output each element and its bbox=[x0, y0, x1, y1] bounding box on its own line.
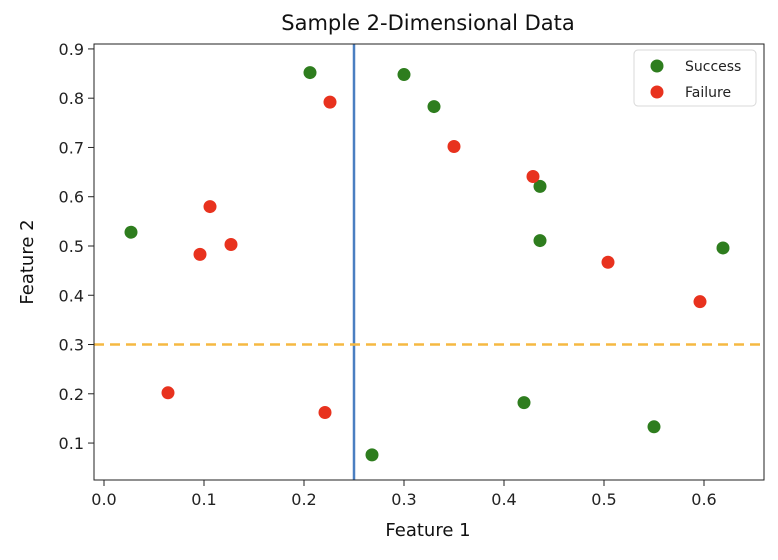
point-failure-5 bbox=[193, 247, 207, 261]
y-axis-ticks: 0.1 0.2 0.3 0.4 0.5 0.6 0.7 0.8 0.9 bbox=[59, 40, 94, 453]
y-axis-label: Feature 2 bbox=[17, 219, 38, 304]
y-tick-label: 0.5 bbox=[59, 237, 84, 256]
y-tick-label: 0.1 bbox=[59, 434, 84, 453]
point-failure-7 bbox=[693, 295, 707, 309]
point-failure-0 bbox=[323, 95, 337, 109]
x-tick-label: 0.4 bbox=[491, 490, 516, 509]
point-success-8 bbox=[647, 420, 661, 434]
x-axis-ticks: 0.0 0.1 0.2 0.3 0.4 0.5 0.6 bbox=[91, 480, 717, 509]
legend-marker-failure bbox=[650, 85, 664, 99]
point-failure-6 bbox=[601, 255, 615, 269]
point-success-7 bbox=[517, 396, 531, 410]
y-tick-label: 0.3 bbox=[59, 336, 84, 355]
point-failure-9 bbox=[318, 406, 332, 420]
point-failure-8 bbox=[161, 386, 175, 400]
point-failure-1 bbox=[447, 139, 461, 153]
point-failure-2 bbox=[526, 170, 540, 184]
x-tick-label: 0.3 bbox=[391, 490, 416, 509]
y-tick-label: 0.2 bbox=[59, 385, 84, 404]
y-tick-label: 0.6 bbox=[59, 188, 84, 207]
y-tick-label: 0.7 bbox=[59, 138, 84, 157]
chart-title: Sample 2-Dimensional Data bbox=[281, 11, 575, 35]
x-tick-label: 0.1 bbox=[191, 490, 216, 509]
point-success-6 bbox=[716, 241, 730, 255]
x-axis-label: Feature 1 bbox=[385, 520, 470, 541]
legend-box bbox=[633, 49, 757, 107]
point-failure-3 bbox=[203, 200, 217, 214]
y-tick-label: 0.9 bbox=[59, 40, 84, 59]
y-tick-label: 0.8 bbox=[59, 89, 84, 108]
x-tick-label: 0.0 bbox=[91, 490, 116, 509]
point-success-2 bbox=[397, 68, 411, 82]
point-failure-4 bbox=[224, 238, 238, 252]
legend: Success Failure bbox=[633, 49, 757, 107]
legend-label-failure: Failure bbox=[685, 85, 731, 101]
point-success-4 bbox=[533, 179, 547, 193]
point-success-3 bbox=[427, 100, 441, 114]
y-tick-label: 0.4 bbox=[59, 286, 84, 305]
x-tick-label: 0.6 bbox=[691, 490, 716, 509]
x-tick-label: 0.5 bbox=[591, 490, 616, 509]
x-tick-label: 0.2 bbox=[291, 490, 316, 509]
point-success-1 bbox=[303, 66, 317, 80]
point-success-9 bbox=[365, 448, 379, 462]
legend-marker-success bbox=[650, 59, 664, 73]
point-success-0 bbox=[124, 225, 138, 239]
legend-label-success: Success bbox=[685, 59, 741, 75]
point-success-5 bbox=[533, 234, 547, 248]
plot-frame bbox=[93, 43, 765, 481]
